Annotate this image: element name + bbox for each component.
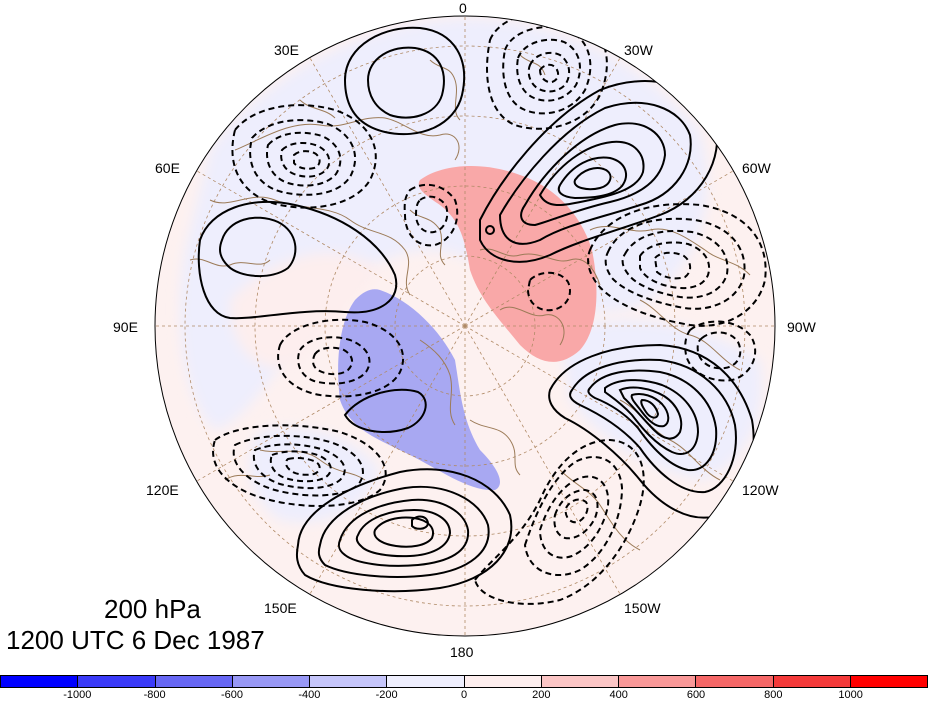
- colorbar-cell: [773, 676, 851, 687]
- lon-label-60e: 60E: [155, 160, 180, 176]
- colorbar-tick-label: -800: [143, 689, 166, 701]
- lon-label-120e: 120E: [146, 482, 179, 498]
- colorbar-cell: [155, 676, 233, 687]
- shade-positive-light: [230, 253, 380, 368]
- colorbar-tick-label: -600: [220, 689, 244, 701]
- colorbar-cell: [78, 676, 156, 687]
- globe-outline: [154, 15, 776, 637]
- graticule: [155, 16, 775, 636]
- colorbar-cell: [464, 676, 542, 687]
- colorbar-tick-label: 800: [764, 689, 783, 701]
- colorbar-tick-label: 600: [686, 689, 706, 701]
- polar-stereographic-map: [154, 15, 776, 637]
- colorbar-tick-label: 0: [460, 689, 468, 701]
- lon-label-30w: 30W: [624, 42, 653, 58]
- colorbar-cell: [387, 676, 465, 687]
- shade-negative-light-2: [560, 320, 762, 480]
- colorbar-tick-label: -400: [298, 689, 321, 701]
- positive-contours: [197, 26, 755, 593]
- colorbar-tick-label: -1000: [63, 689, 92, 701]
- shade-negative-200: [338, 289, 500, 491]
- colorbar: [0, 675, 928, 688]
- pressure-level-caption: 200 hPa: [104, 594, 201, 624]
- colorbar-tick-label: 1000: [838, 689, 863, 701]
- colorbar-cell: [541, 676, 619, 687]
- datetime-caption: 1200 UTC 6 Dec 1987: [6, 625, 265, 655]
- colorbar-cell: [232, 676, 310, 687]
- colorbar-cell: [696, 676, 774, 687]
- colorbar-tick-label: 200: [532, 689, 551, 701]
- lon-label-30e: 30E: [274, 42, 299, 58]
- lon-label-90e: 90E: [113, 319, 138, 335]
- lon-label-60w: 60W: [742, 160, 771, 176]
- colorbar-tick-label: 400: [609, 689, 628, 701]
- colorbar-cell: [1, 676, 79, 687]
- lon-label-180: 180: [450, 644, 474, 660]
- lon-label-150w: 150W: [624, 600, 661, 616]
- lon-label-120w: 120W: [742, 482, 779, 498]
- colorbar-tick-label: -200: [375, 689, 398, 701]
- colorbar-cell: [310, 676, 388, 687]
- shade-positive-200: [418, 165, 597, 362]
- colorbar-cell: [619, 676, 697, 687]
- negative-contours: [212, 16, 767, 605]
- lon-label-0: 0: [459, 0, 467, 16]
- lon-label-150e: 150E: [264, 600, 297, 616]
- colorbar-cell: [850, 676, 927, 687]
- lon-label-90w: 90W: [787, 319, 816, 335]
